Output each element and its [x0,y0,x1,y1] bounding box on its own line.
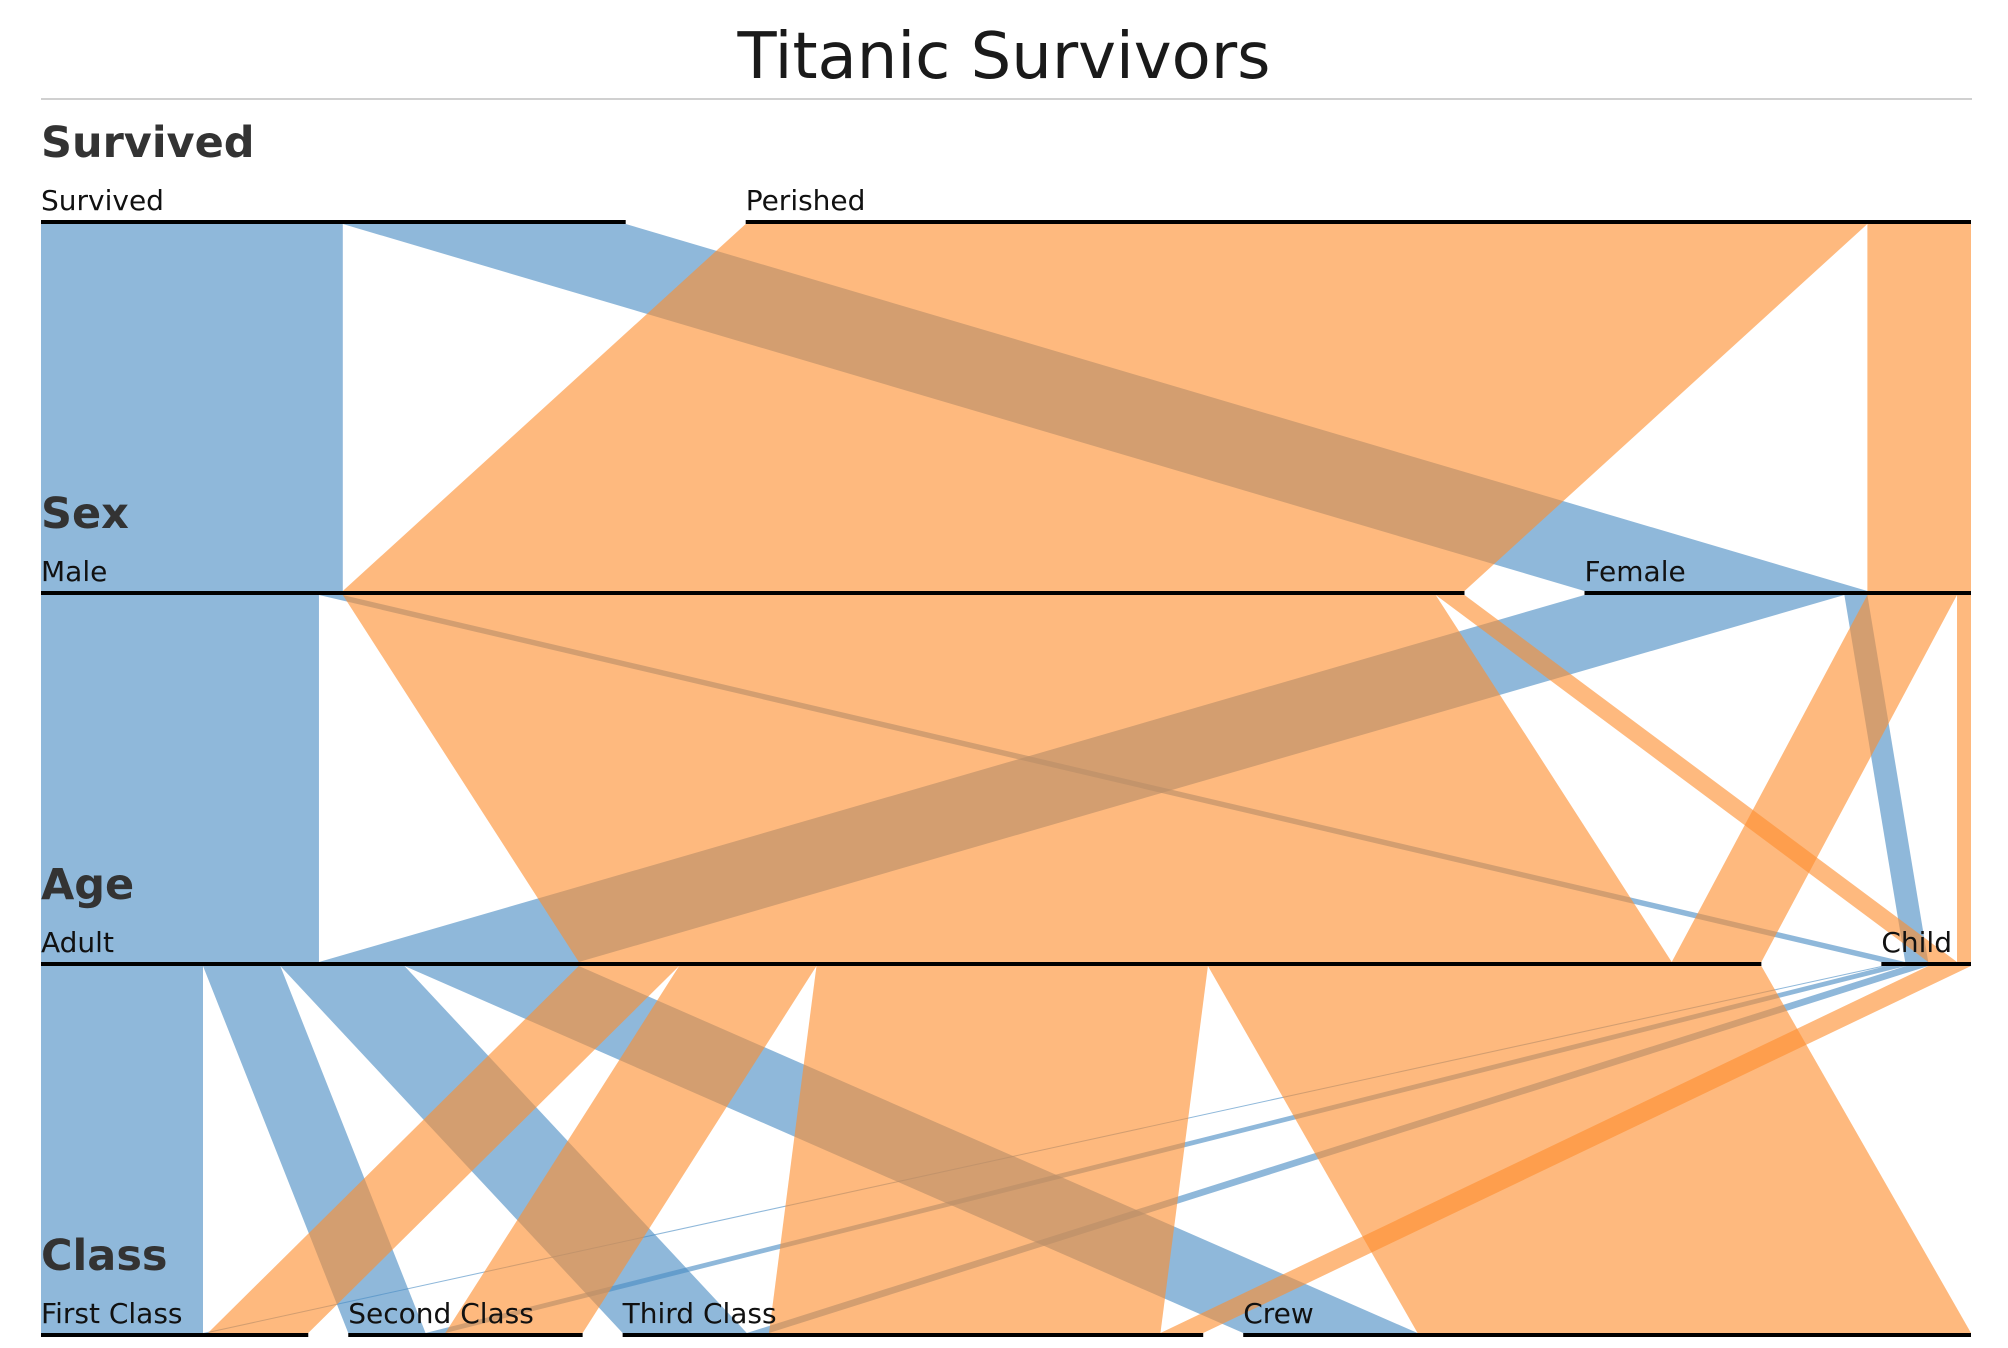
category-label: Survived [41,184,164,217]
ribbon-survived[interactable] [41,966,203,1333]
dimension-title[interactable]: Survived [41,118,255,168]
dimension-sex: Sex Male Female [41,489,1971,595]
category-label: Female [1584,555,1685,588]
ribbon-perished[interactable] [342,595,1672,962]
dimension-title[interactable]: Sex [41,489,129,539]
ribbon-perished[interactable] [207,966,680,1333]
dimension-class: Class First Class Second Class Third Class C… [41,1231,1971,1337]
ribbon-perished[interactable] [445,966,817,1333]
category-label: Child [1881,926,1952,959]
category-label: Adult [41,926,114,959]
title-divider [41,98,1972,100]
ribbons [41,224,1971,1333]
ribbon-perished[interactable] [342,224,1868,591]
category-label: Perished [746,184,866,217]
category-label: Crew [1243,1297,1314,1330]
dimension-survived: Survived Survived Perished [41,118,1971,224]
category-label: First Class [41,1297,183,1330]
category-label: Male [41,555,107,588]
dimension-title[interactable]: Age [41,860,134,910]
category-label: Second Class [348,1297,534,1330]
ribbon-perished[interactable] [1435,595,1958,962]
ribbon-perished[interactable] [1957,595,1971,962]
page-title: Titanic Survivors [737,20,1271,94]
ribbon-survived[interactable] [41,595,319,962]
category-label: Third Class [622,1297,777,1330]
dimension-age: Age Adult Child [41,860,1971,966]
ribbon-perished[interactable] [1671,595,1958,962]
ribbon-perished[interactable] [1207,966,1971,1333]
dimension-title[interactable]: Class [41,1231,168,1281]
ribbon-perished[interactable] [769,966,1208,1333]
ribbon-perished[interactable] [1867,224,1971,591]
ribbon-survived[interactable] [41,224,343,591]
